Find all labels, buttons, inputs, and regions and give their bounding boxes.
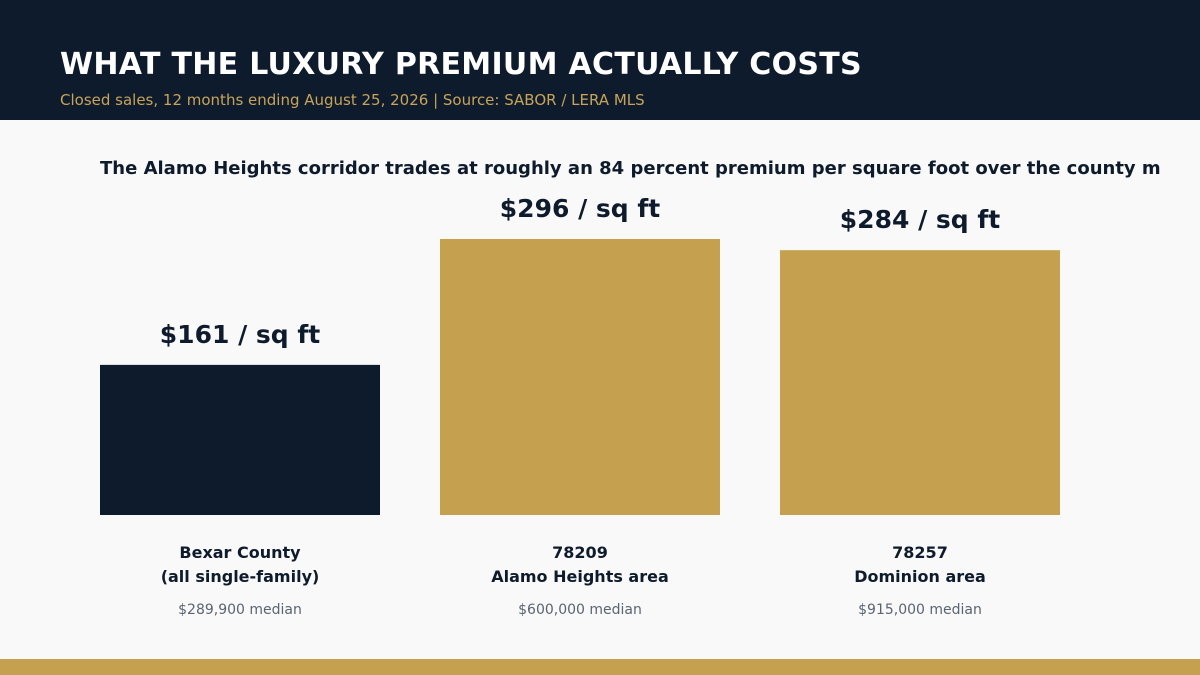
median-price-label: $289,900 median [178,602,302,618]
bar [780,250,1060,515]
header-banner: WHAT THE LUXURY PREMIUM ACTUALLY COSTS C… [0,0,1200,120]
category-label-line2: Dominion area [854,567,986,586]
median-price-label: $915,000 median [858,602,982,618]
page-title: WHAT THE LUXURY PREMIUM ACTUALLY COSTS [60,47,862,82]
category-label-line1: 78209 [552,543,608,562]
bar-value-label: $161 / sq ft [160,320,320,349]
median-price-label: $600,000 median [518,602,642,618]
page-subtitle: Closed sales, 12 months ending August 25… [60,91,645,109]
category-label-line2: Alamo Heights area [491,567,669,586]
category-label-line1: 78257 [892,543,948,562]
bar [440,239,720,515]
bar-value-label: $296 / sq ft [500,194,660,223]
category-label-line2: (all single-family) [161,567,320,586]
footer-accent-bar [0,659,1200,675]
category-label-line1: Bexar County [179,543,301,562]
bar-value-label: $284 / sq ft [840,205,1000,234]
chart-headline: The Alamo Heights corridor trades at rou… [100,158,1161,179]
bar [100,364,380,515]
